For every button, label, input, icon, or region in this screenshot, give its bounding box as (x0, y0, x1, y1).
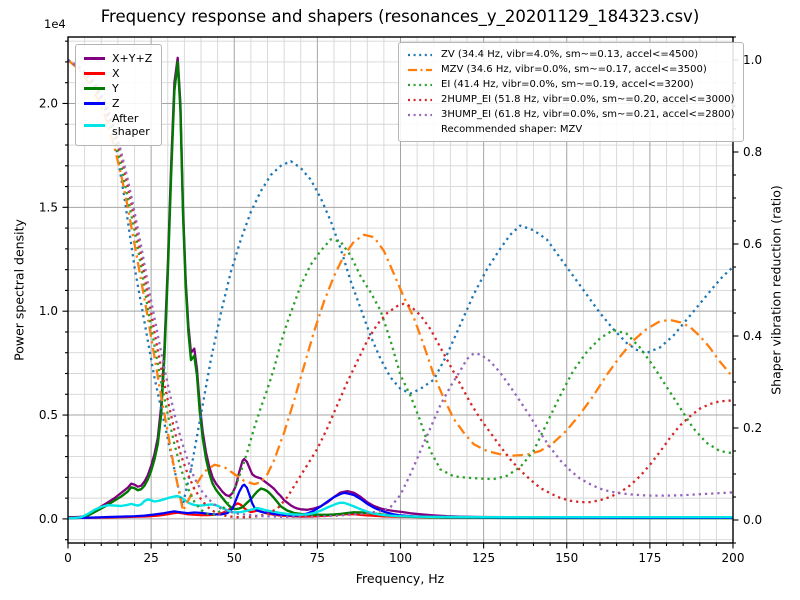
legend-shapers: ZV (34.4 Hz, vibr=4.0%, sm~=0.13, accel<… (398, 42, 744, 142)
y-right-tick-label: 0.6 (743, 237, 762, 251)
recommended-shaper-text: Recommended shaper: MZV (441, 124, 583, 135)
axis-ticks (62, 36, 739, 549)
x-tick-label: 0 (64, 551, 72, 565)
legend-item: 2HUMP_EI (51.8 Hz, vibr=0.0%, sm~=0.20, … (407, 92, 735, 107)
legend-item-label: MZV (34.6 Hz, vibr=0.0%, sm~=0.17, accel… (441, 64, 707, 75)
legend-item-label: Y (112, 82, 119, 95)
legend-item-label: EI (41.4 Hz, vibr=0.0%, sm~=0.19, accel<… (441, 79, 694, 90)
y-right-tick-label: 0.0 (743, 513, 762, 527)
legend-item-label: ZV (34.4 Hz, vibr=4.0%, sm~=0.13, accel<… (441, 49, 699, 60)
series-color-swatch (84, 102, 105, 105)
x-tick-label: 25 (143, 551, 158, 565)
y-right-tick-label: 0.4 (743, 329, 762, 343)
curve-mzv (67, 59, 734, 512)
x-tick-label: 50 (227, 551, 242, 565)
x-axis-label: Frequency, Hz (355, 571, 445, 586)
legend-item-label: 3HUMP_EI (61.8 Hz, vibr=0.0%, sm~=0.21, … (441, 109, 735, 120)
x-tick-label: 175 (638, 551, 661, 565)
legend-item-label: X+Y+Z (112, 52, 153, 65)
legend-item-label: Z (112, 97, 120, 110)
x-tick-label: 125 (472, 551, 495, 565)
series-color-swatch (84, 57, 105, 60)
curve-x_plus_y_plus_z (68, 56, 733, 519)
series-color-swatch (84, 72, 105, 75)
series-line-swatch (408, 98, 432, 101)
legend-item: X (84, 67, 152, 80)
legend-item: X+Y+Z (84, 52, 152, 65)
series-color-swatch (84, 123, 105, 127)
legend-item: Z (84, 97, 152, 110)
legend-psd: X+Y+Z X Y Z After shaper (75, 44, 163, 146)
legend-item: MZV (34.6 Hz, vibr=0.0%, sm~=0.17, accel… (407, 62, 735, 77)
x-tick-label: 100 (389, 551, 412, 565)
y-left-tick-label: 1.0 (39, 304, 58, 318)
legend-item-label: X (112, 67, 120, 80)
y-right-tick-label: 1.0 (743, 53, 762, 67)
recommended-shaper-note: Recommended shaper: MZV (407, 122, 735, 137)
legend-item: ZV (34.4 Hz, vibr=4.0%, sm~=0.13, accel<… (407, 47, 735, 62)
legend-item: 3HUMP_EI (61.8 Hz, vibr=0.0%, sm~=0.21, … (407, 107, 735, 122)
series-line-swatch (408, 68, 432, 71)
series-curves (67, 56, 734, 520)
legend-item-label: 2HUMP_EI (51.8 Hz, vibr=0.0%, sm~=0.20, … (441, 94, 735, 105)
curve-y (68, 60, 733, 520)
y-left-tick-label: 1.5 (39, 200, 58, 214)
curve-ei (67, 59, 734, 516)
series-line-swatch (408, 53, 432, 56)
x-tick-label: 200 (722, 551, 745, 565)
y-left-tick-label: 2.0 (39, 96, 58, 110)
legend-item-label: After shaper (112, 112, 150, 138)
y-left-offset-label: 1e4 (44, 17, 66, 31)
legend-item: After shaper (84, 112, 152, 138)
y-left-tick-label: 0.0 (39, 512, 58, 526)
chart-title: Frequency response and shapers (resonanc… (100, 7, 700, 26)
curve-z (67, 483, 733, 520)
x-tick-label: 150 (555, 551, 578, 565)
tick-labels: 0 25 50 75 100 125 150 175 200 0.0 0.5 1.0 1.5 2.0 0.0… (39, 53, 762, 565)
legend-item: Y (84, 82, 152, 95)
y-right-tick-label: 0.2 (743, 421, 762, 435)
y-left-tick-label: 0.5 (39, 408, 58, 422)
curve-three_hump_ei (67, 59, 734, 518)
x-tick-label: 75 (310, 551, 325, 565)
series-line-swatch (408, 113, 432, 116)
curve-zv (67, 59, 734, 508)
legend-item: EI (41.4 Hz, vibr=0.0%, sm~=0.19, accel<… (407, 77, 735, 92)
series-color-swatch (84, 87, 105, 90)
y-right-tick-label: 0.8 (743, 145, 762, 159)
series-line-swatch (408, 83, 432, 86)
